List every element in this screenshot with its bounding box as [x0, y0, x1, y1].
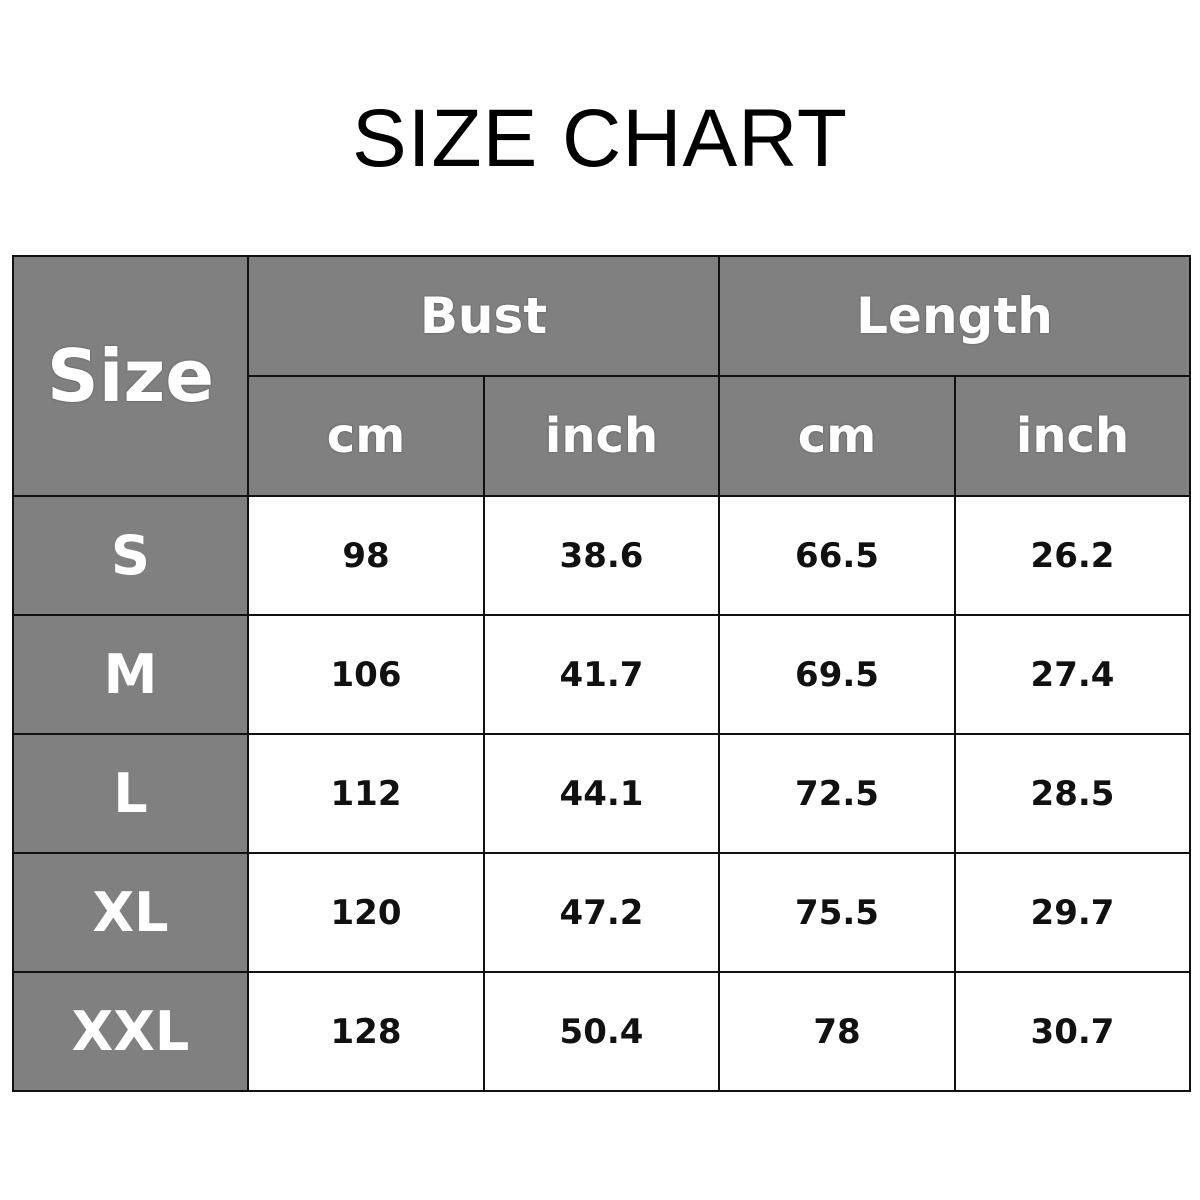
size-label: XL: [12, 852, 249, 973]
size-header: Size: [12, 255, 249, 497]
length-inch-cell: 30.7: [954, 971, 1191, 1092]
bust-inch-cell: 50.4: [483, 971, 720, 1092]
table-row: L 112 44.1 72.5 28.5: [12, 733, 1191, 854]
unit-header: inch: [954, 375, 1191, 497]
bust-cm-cell: 128: [247, 971, 485, 1092]
bust-inch-cell: 44.1: [483, 733, 720, 854]
bust-cm-cell: 106: [247, 614, 485, 735]
length-cm-cell: 75.5: [718, 852, 956, 973]
table-row: M 106 41.7 69.5 27.4: [12, 614, 1191, 735]
length-inch-cell: 27.4: [954, 614, 1191, 735]
length-inch-cell: 29.7: [954, 852, 1191, 973]
size-label: XXL: [12, 971, 249, 1092]
length-cm-cell: 78: [718, 971, 956, 1092]
bust-header: Bust: [247, 255, 720, 377]
size-label: M: [12, 614, 249, 735]
size-label: L: [12, 733, 249, 854]
table-row: S 98 38.6 66.5 26.2: [12, 495, 1191, 616]
bust-inch-cell: 41.7: [483, 614, 720, 735]
bust-inch-cell: 47.2: [483, 852, 720, 973]
length-header: Length: [718, 255, 1191, 377]
unit-header: inch: [483, 375, 720, 497]
page-title: SIZE CHART: [352, 93, 848, 184]
length-cm-cell: 66.5: [718, 495, 956, 616]
size-table: Size Bust Length cm inch cm inch S 98 38…: [12, 255, 1191, 1092]
table-row: XL 120 47.2 75.5 29.7: [12, 852, 1191, 973]
bust-cm-cell: 112: [247, 733, 485, 854]
length-cm-cell: 72.5: [718, 733, 956, 854]
table-row: XXL 128 50.4 78 30.7: [12, 971, 1191, 1092]
unit-header: cm: [718, 375, 956, 497]
unit-header: cm: [247, 375, 485, 497]
length-inch-cell: 26.2: [954, 495, 1191, 616]
length-cm-cell: 69.5: [718, 614, 956, 735]
bust-cm-cell: 120: [247, 852, 485, 973]
bust-inch-cell: 38.6: [483, 495, 720, 616]
size-label: S: [12, 495, 249, 616]
bust-cm-cell: 98: [247, 495, 485, 616]
length-inch-cell: 28.5: [954, 733, 1191, 854]
